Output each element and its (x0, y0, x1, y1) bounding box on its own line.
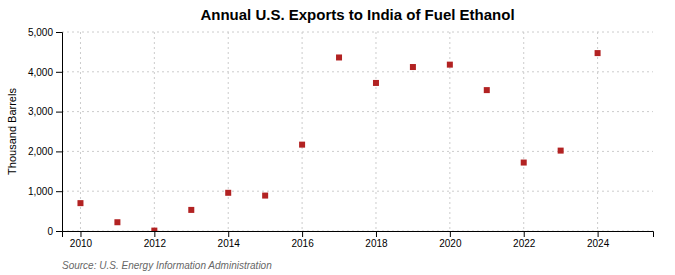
point (410, 64, 416, 70)
annotation: Source: U.S. Energy Information Administ… (62, 260, 272, 271)
x-tick-label: 2010 (70, 238, 93, 249)
point (151, 228, 157, 231)
x-tick-label: 2016 (291, 238, 314, 249)
x-tick: 2012 (144, 231, 167, 249)
y-tick-label: 3,000 (28, 106, 53, 117)
y-tick-mark (56, 191, 62, 192)
x-tick: 2018 (365, 231, 388, 249)
y-axis-label: Thousand Barrels (6, 88, 18, 175)
y-tick: 2,000 (28, 146, 62, 157)
point (77, 200, 83, 206)
x-tick-label: 2020 (439, 238, 462, 249)
x-tick-mark (228, 231, 229, 237)
grid-line-x (154, 32, 155, 231)
y-tick-mark (56, 72, 62, 73)
x-tick: 2024 (587, 231, 610, 249)
point (225, 190, 231, 196)
y-axis-line (56, 33, 63, 232)
y-tick: 3,000 (28, 106, 62, 117)
y-tick-mark (56, 231, 62, 232)
y-tick-label: 5,000 (28, 27, 53, 38)
point (558, 148, 564, 154)
point (299, 142, 305, 148)
y-tick-mark (56, 32, 62, 33)
chart: 2010 2012 2014 2016 2018 2020 2022 2024 0 1,000 2,… (0, 0, 675, 275)
point (447, 62, 453, 68)
y-tick-mark (56, 112, 62, 113)
x-tick-mark (154, 231, 155, 237)
grid-line-y (62, 151, 653, 152)
grid-line-y (62, 71, 653, 72)
point (484, 87, 490, 93)
marks (77, 50, 600, 231)
point (336, 54, 342, 60)
x-tick-label: 2018 (365, 238, 388, 249)
y-tick-label: 0 (47, 226, 53, 237)
y-tick: 4,000 (28, 67, 62, 78)
x-tick-label: 2022 (513, 238, 536, 249)
y-tick-label: 2,000 (28, 146, 53, 157)
y-tick: 1,000 (28, 186, 62, 197)
y-tick: 5,000 (28, 27, 62, 38)
plot-area: 2010 2012 2014 2016 2018 2020 2022 2024 0 1,000 2,… (28, 27, 654, 249)
x-tick-label: 2014 (218, 238, 241, 249)
point (188, 207, 194, 213)
y-axis: 0 1,000 2,000 3,000 4,000 5,000 (28, 27, 63, 237)
point (262, 193, 268, 199)
x-tick: 2022 (513, 231, 536, 249)
x-tick: 2010 (70, 231, 93, 249)
x-tick-label: 2024 (587, 238, 610, 249)
point (595, 50, 601, 56)
grid-line-y (62, 191, 653, 192)
y-tick: 0 (47, 226, 62, 237)
grid-line-y (62, 111, 653, 112)
x-tick-mark (302, 231, 303, 237)
x-axis: 2010 2012 2014 2016 2018 2020 2022 2024 (63, 231, 654, 249)
x-tick-mark (598, 231, 599, 237)
grid-line-y (62, 32, 653, 33)
point (373, 80, 379, 86)
grid-line-x (375, 32, 376, 231)
x-tick-mark (80, 231, 81, 237)
x-axis-line (63, 232, 654, 238)
title: Annual U.S. Exports to India of Fuel Eth… (200, 6, 514, 23)
y-tick-label: 1,000 (28, 186, 53, 197)
grid-line-x (597, 32, 598, 231)
grid-line-x (523, 32, 524, 231)
x-tick-mark (524, 231, 525, 237)
y-tick-mark (56, 151, 62, 152)
x-tick: 2016 (291, 231, 314, 249)
x-tick: 2014 (218, 231, 241, 249)
x-tick-label: 2012 (144, 238, 167, 249)
grid-line-x (228, 32, 229, 231)
grid-line-x (302, 32, 303, 231)
y-tick-label: 4,000 (28, 67, 53, 78)
x-tick-mark (376, 231, 377, 237)
x-tick: 2020 (439, 231, 462, 249)
point (521, 160, 527, 166)
point (114, 219, 120, 225)
x-tick-mark (450, 231, 451, 237)
grid (62, 32, 653, 231)
